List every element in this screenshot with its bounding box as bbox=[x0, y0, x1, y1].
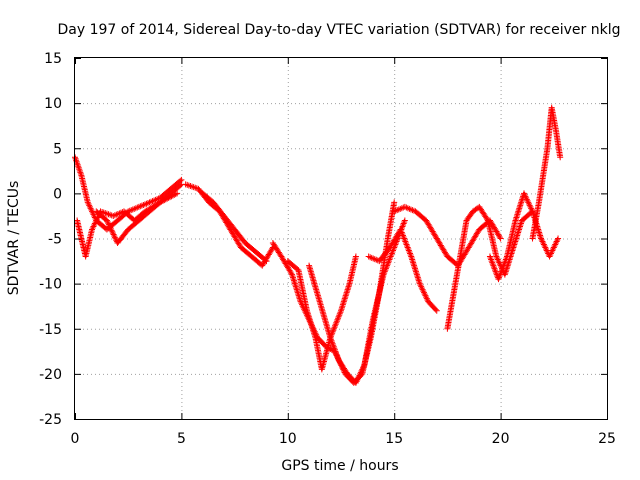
series-track-8 bbox=[306, 217, 408, 386]
y-tick-label: 5 bbox=[53, 141, 62, 157]
data-point bbox=[433, 307, 440, 314]
y-tick-label: 0 bbox=[53, 186, 62, 202]
data-point bbox=[391, 199, 398, 206]
y-tick-label: 10 bbox=[44, 96, 62, 112]
data-point bbox=[497, 235, 504, 242]
data-point bbox=[104, 218, 111, 225]
data-point bbox=[105, 220, 112, 227]
data-point bbox=[483, 216, 490, 223]
x-tick-label: 5 bbox=[177, 431, 186, 447]
x-tick-label: 10 bbox=[279, 431, 297, 447]
x-tick-label: 20 bbox=[492, 431, 510, 447]
y-tick-label: 15 bbox=[44, 51, 62, 67]
data-point bbox=[177, 182, 184, 189]
data-point bbox=[109, 228, 116, 235]
data-point bbox=[352, 253, 359, 260]
series-track-9 bbox=[365, 226, 440, 314]
data-point bbox=[107, 225, 114, 232]
series-track-5 bbox=[199, 190, 270, 265]
data-point bbox=[109, 230, 116, 237]
data-point bbox=[107, 224, 114, 231]
data-point bbox=[496, 234, 503, 241]
data-point bbox=[105, 221, 112, 228]
series-track-3 bbox=[93, 181, 185, 247]
chart-title: Day 197 of 2014, Sidereal Day-to-day VTE… bbox=[58, 22, 621, 38]
y-tick-label: -5 bbox=[48, 232, 62, 248]
data-point bbox=[263, 258, 270, 265]
data-point bbox=[111, 234, 118, 241]
x-tick-label: 25 bbox=[598, 431, 616, 447]
x-axis-label: GPS time / hours bbox=[281, 458, 398, 474]
data-point bbox=[112, 235, 119, 242]
data-point bbox=[288, 270, 295, 277]
series-track-2 bbox=[74, 190, 181, 260]
data-point bbox=[557, 154, 564, 161]
series-track-7 bbox=[284, 253, 359, 373]
y-tick-label: -15 bbox=[39, 322, 62, 338]
data-point bbox=[108, 227, 115, 234]
plot-frame bbox=[74, 57, 608, 420]
y-tick-label: -10 bbox=[39, 277, 62, 293]
y-tick-labels: -25 -20 -15 -10 -5 0 5 10 15 bbox=[39, 51, 62, 428]
series-track-13 bbox=[529, 104, 564, 242]
data-point bbox=[111, 232, 118, 239]
data-point bbox=[262, 257, 269, 264]
y-tick-label: -25 bbox=[39, 412, 62, 428]
data-point bbox=[106, 223, 113, 230]
x-tick-label: 0 bbox=[71, 431, 80, 447]
series-track-12 bbox=[486, 190, 562, 283]
data-point bbox=[401, 217, 408, 224]
data-point bbox=[110, 231, 117, 238]
data-point bbox=[103, 217, 110, 224]
data-point bbox=[555, 235, 562, 242]
y-tick-label: -20 bbox=[39, 367, 62, 383]
y-axis-label: SDTVAR / TECUs bbox=[6, 181, 22, 296]
data-point bbox=[432, 306, 439, 313]
data-points bbox=[72, 104, 564, 386]
x-tick-label: 15 bbox=[385, 431, 403, 447]
data-point bbox=[174, 190, 181, 197]
x-tick-labels: 0 5 10 15 20 25 bbox=[71, 431, 616, 447]
